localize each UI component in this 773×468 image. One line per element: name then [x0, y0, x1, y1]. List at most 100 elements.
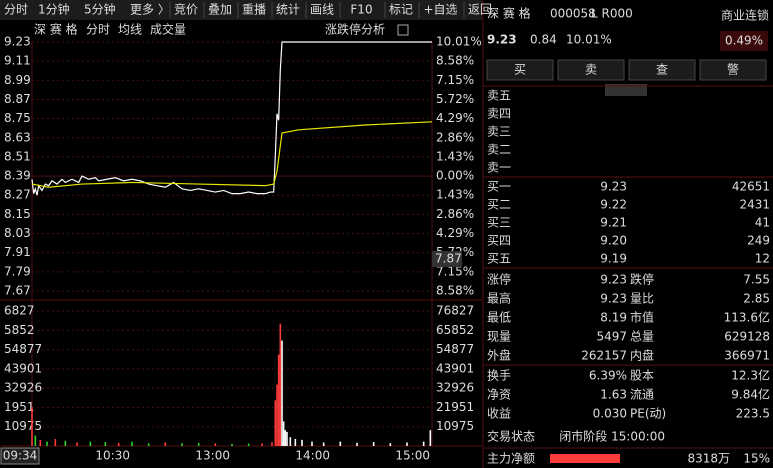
y-tick-label: 8.99	[4, 73, 31, 87]
action-label[interactable]: 警	[727, 62, 739, 77]
pct-label: 10.01%	[436, 35, 482, 49]
action-label[interactable]: 买	[514, 63, 526, 77]
x-tick-label: 15:00	[395, 449, 430, 463]
x-tick-label: 13:00	[195, 449, 230, 463]
stat-label: 外盘	[487, 348, 511, 363]
bid-price: 9.21	[600, 216, 627, 230]
stat-label: 最高	[487, 291, 511, 306]
volume-tick-label: 54877	[436, 342, 474, 356]
stat-label: 总量	[630, 330, 654, 344]
bid-label: 买一	[487, 180, 511, 194]
quote-flags: L R000	[591, 7, 633, 21]
finance-value: 12.3亿	[731, 368, 770, 383]
action-button[interactable]	[557, 59, 625, 81]
y-tick-label: 9.11	[4, 54, 31, 68]
bid-volume: 249	[747, 234, 770, 248]
y-tick-label: 7.91	[4, 245, 31, 259]
stat-value: 2.85	[743, 292, 770, 306]
toolbar-button[interactable]: 标记	[389, 3, 413, 17]
volume-tick-label: 10975	[436, 419, 474, 433]
action-label[interactable]: 查	[656, 63, 668, 77]
toolbar-button[interactable]: 统计	[276, 3, 300, 17]
x-tick-label: 14:00	[295, 449, 330, 463]
stat-label: 内盘	[630, 348, 654, 363]
tab[interactable]: 更多 〉	[130, 3, 170, 17]
y-tick-label: 8.51	[4, 149, 31, 163]
ask-label: 卖五	[487, 89, 511, 103]
bid-volume: 41	[755, 216, 770, 230]
tab[interactable]: 1分钟	[38, 2, 70, 17]
finance-value: 0.030	[593, 407, 627, 421]
stat-value: 8.19	[600, 311, 627, 325]
pct-label: 2.86%	[436, 130, 474, 144]
cursor-tag	[432, 251, 462, 268]
cursor-time-box	[0, 447, 40, 465]
stat-value: 7.55	[743, 273, 770, 287]
volume-tick-label: 43901	[436, 361, 474, 375]
action-button[interactable]	[486, 59, 554, 81]
y-tick-label: 8.03	[4, 226, 31, 240]
chart-option[interactable]: 分时	[86, 23, 110, 37]
tab[interactable]: 5分钟	[84, 2, 116, 17]
stat-value: 113.6亿	[724, 310, 770, 325]
flow-value: 8318万	[687, 452, 730, 466]
quote-name: 深 赛 格	[487, 6, 531, 21]
pct-label: 4.29%	[436, 111, 474, 125]
volume-tick-label: 76827	[436, 304, 474, 318]
stat-label: 现量	[487, 330, 511, 344]
toolbar	[0, 0, 482, 20]
y-tick-label: 8.87	[4, 92, 31, 106]
toolbar-button[interactable]: 重播	[242, 3, 266, 17]
toolbar-button[interactable]: F10	[350, 3, 372, 17]
flow-pct: 15%	[743, 452, 770, 466]
chart-option[interactable]: 成交量	[150, 22, 186, 37]
x-tick-label: 10:30	[95, 449, 130, 463]
pct-label: 0.00%	[436, 169, 474, 183]
bid-label: 买三	[487, 216, 511, 230]
finance-label: 流通	[630, 388, 654, 402]
finance-value: 9.84亿	[731, 387, 770, 402]
pct-label: 5.72%	[436, 92, 474, 106]
toolbar-button[interactable]: 返回	[468, 3, 492, 17]
toolbar-button[interactable]: +自选	[423, 3, 457, 17]
stat-value: 5497	[596, 330, 627, 344]
tab[interactable]: 分时	[4, 3, 28, 17]
volume-tick-label: 65852	[436, 323, 474, 337]
toolbar-button[interactable]: 竞价	[174, 3, 198, 17]
volume-left-label: 5852	[4, 323, 35, 337]
bid-volume: 12	[755, 252, 770, 266]
analysis-button[interactable]: 涨跌停分析	[325, 22, 385, 37]
stat-label: 量比	[630, 292, 654, 306]
bid-label: 买二	[487, 198, 511, 212]
finance-label: 股本	[630, 369, 654, 383]
bid-price: 9.19	[600, 252, 627, 266]
volume-left-label: 32926	[4, 381, 42, 395]
checkbox[interactable]	[397, 24, 409, 36]
y-tick-label: 8.27	[4, 188, 31, 202]
action-label[interactable]: 卖	[585, 63, 597, 77]
volume-left-label: 43901	[4, 361, 42, 375]
stat-value: 9.23	[600, 273, 627, 287]
status-label: 交易状态	[487, 429, 535, 444]
y-tick-label: 8.39	[4, 169, 31, 183]
sector-pct: 0.49%	[725, 34, 763, 48]
bid-label: 买四	[487, 234, 511, 248]
toolbar-button[interactable]: 叠加	[208, 3, 232, 17]
ask-label: 卖三	[487, 125, 511, 139]
action-button[interactable]	[699, 59, 767, 81]
chart-option[interactable]: 均线	[118, 23, 142, 37]
action-button[interactable]	[628, 59, 696, 81]
collapse-tab[interactable]	[605, 84, 647, 96]
finance-value: 6.39%	[589, 369, 627, 383]
bid-label: 买五	[487, 252, 511, 266]
stat-value: 9.23	[600, 292, 627, 306]
sector-pct-box	[720, 31, 768, 51]
finance-label: 收益	[487, 407, 511, 421]
toolbar-button[interactable]: 画线	[310, 3, 334, 17]
stock-name: 深 赛 格	[34, 22, 78, 37]
last-price: 9.23	[487, 33, 517, 47]
finance-label: 换手	[487, 369, 511, 383]
bid-volume: 42651	[732, 180, 770, 194]
y-tick-label: 8.15	[4, 207, 31, 221]
